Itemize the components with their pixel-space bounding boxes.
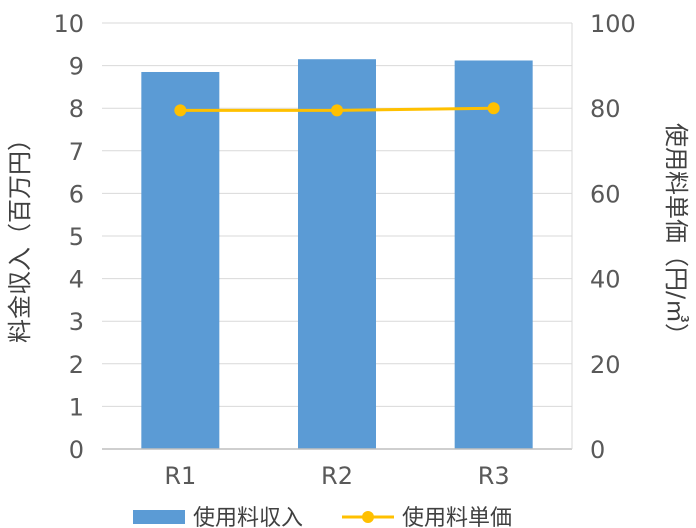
x-tick-label: R1 (164, 462, 196, 490)
x-tick-labels: R1 R2 R3 (164, 462, 509, 490)
y-tick-label-right: 60 (590, 180, 621, 208)
legend: 使用料収入 使用料単価 (133, 506, 512, 528)
bar (141, 71, 220, 450)
y-tick-label-right: 20 (590, 351, 621, 379)
y-tick-label-left: 2 (69, 351, 84, 379)
line-series (174, 102, 500, 117)
line-point (487, 102, 500, 115)
y-tick-label-left: 0 (69, 436, 84, 464)
bar (454, 60, 533, 449)
axes (102, 23, 573, 450)
y-tick-label-left: 5 (69, 223, 84, 251)
line-point (174, 104, 187, 117)
bar (298, 59, 376, 450)
y-tick-label-right: 100 (590, 10, 636, 38)
x-tick-label: R3 (478, 462, 510, 490)
y-tick-label-right: 40 (590, 266, 621, 294)
legend-label-line: 使用料単価 (402, 506, 512, 528)
y-tick-label-right: 80 (590, 95, 621, 123)
y-tick-label-left: 9 (69, 53, 84, 81)
y-tick-label-left: 3 (69, 308, 84, 336)
y-axis-title-right: 使用料単価（円/㎥） (662, 123, 690, 347)
y-tick-label-left: 10 (53, 10, 84, 38)
y-axis-title-left: 料金収入（百万円） (6, 127, 34, 343)
line-point (331, 104, 343, 117)
y-tick-label-left: 1 (69, 393, 84, 421)
bar-series (141, 59, 533, 450)
y-tick-label-left: 8 (69, 95, 84, 123)
x-tick-label: R2 (321, 462, 353, 490)
right-tick-labels: 0 20 40 60 80 100 (590, 10, 636, 464)
y-tick-label-right: 0 (590, 436, 605, 464)
y-tick-label-left: 4 (69, 266, 84, 294)
y-tick-label-left: 6 (69, 180, 84, 208)
left-tick-labels: 0 1 2 3 4 5 6 7 8 9 10 (53, 10, 84, 464)
legend-swatch-bar (133, 510, 185, 524)
y-tick-label-left: 7 (69, 138, 84, 166)
legend-label-bar: 使用料収入 (193, 506, 303, 528)
legend-swatch-marker (362, 511, 374, 523)
